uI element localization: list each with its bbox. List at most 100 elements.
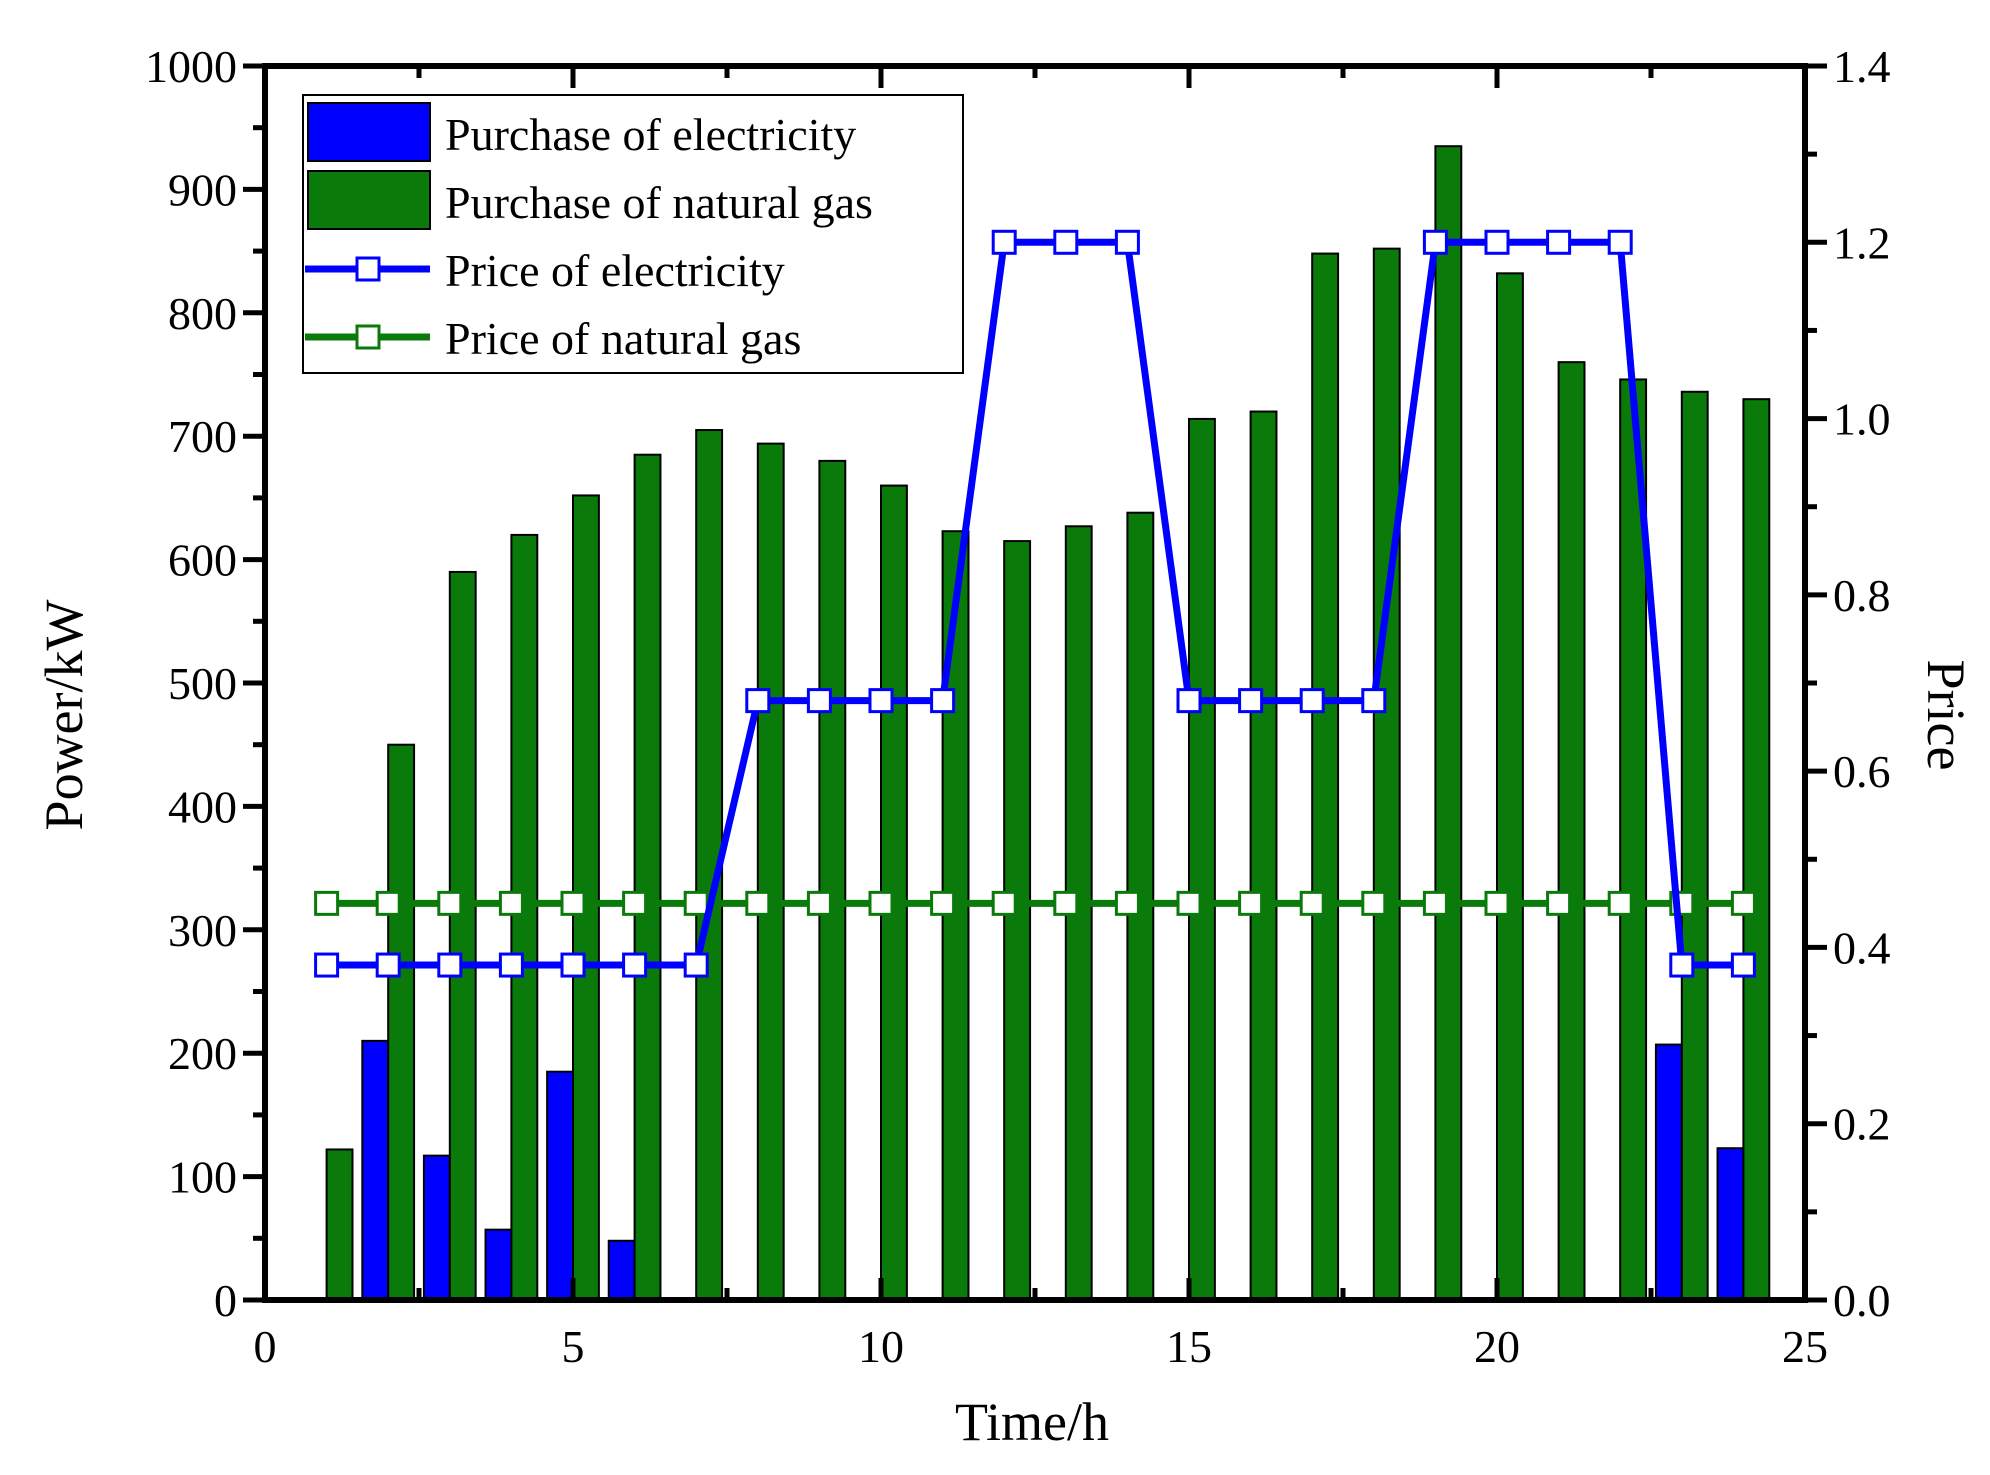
marker-price-of-natural-gas-4 xyxy=(498,890,524,916)
bar-gas-purchase-16 xyxy=(1249,410,1278,1301)
marker-price-of-natural-gas-1 xyxy=(314,890,340,916)
x-tick-label-15: 15 xyxy=(1166,1321,1212,1372)
marker-price-of-electricity-5 xyxy=(560,952,586,978)
y-right-tick-label-0.4: 0.4 xyxy=(1833,922,1891,973)
legend-swatch-electricity xyxy=(307,102,431,162)
marker-price-of-electricity-21 xyxy=(1546,229,1572,255)
y-left-tick-label-1000: 1000 xyxy=(145,41,237,92)
lines-layer xyxy=(314,229,1756,978)
y-left-tick-label-0: 0 xyxy=(214,1275,237,1326)
y-right-tick-label-0.8: 0.8 xyxy=(1833,570,1891,621)
y-right-tick-label-1.2: 1.2 xyxy=(1833,217,1891,268)
bar-gas-purchase-12 xyxy=(1003,540,1032,1301)
bar-electricity-purchase-23 xyxy=(1654,1043,1683,1302)
y-left-tick-label-800: 800 xyxy=(168,288,237,339)
marker-price-of-electricity-2 xyxy=(375,952,401,978)
marker-price-of-natural-gas-3 xyxy=(437,890,463,916)
marker-price-of-natural-gas-18 xyxy=(1361,890,1387,916)
x-tick-label-10: 10 xyxy=(858,1321,904,1372)
y-left-tick-label-500: 500 xyxy=(168,658,237,709)
x-tick-label-5: 5 xyxy=(562,1321,585,1372)
marker-price-of-electricity-17 xyxy=(1299,688,1325,714)
marker-price-of-electricity-6 xyxy=(622,952,648,978)
marker-price-of-natural-gas-6 xyxy=(622,890,648,916)
marker-price-of-electricity-18 xyxy=(1361,688,1387,714)
bar-gas-purchase-9 xyxy=(818,459,847,1301)
marker-price-of-natural-gas-5 xyxy=(560,890,586,916)
bar-gas-purchase-21 xyxy=(1557,361,1586,1302)
marker-price-of-natural-gas-2 xyxy=(375,890,401,916)
marker-price-of-natural-gas-20 xyxy=(1484,890,1510,916)
marker-price-of-natural-gas-11 xyxy=(930,890,956,916)
bar-gas-purchase-19 xyxy=(1434,145,1463,1302)
legend-label-electricity-price: Price of electricity xyxy=(445,245,785,296)
marker-price-of-natural-gas-22 xyxy=(1607,890,1633,916)
marker-price-of-electricity-3 xyxy=(437,952,463,978)
marker-price-of-natural-gas-14 xyxy=(1114,890,1140,916)
y-left-tick-label-300: 300 xyxy=(168,905,237,956)
marker-price-of-electricity-19 xyxy=(1422,229,1448,255)
bar-electricity-purchase-2 xyxy=(361,1039,390,1301)
marker-price-of-electricity-11 xyxy=(930,688,956,714)
bar-electricity-purchase-5 xyxy=(546,1070,574,1301)
marker-price-of-natural-gas-7 xyxy=(683,890,709,916)
legend-label-gas-purchase: Purchase of natural gas xyxy=(445,177,873,228)
marker-price-of-natural-gas-13 xyxy=(1053,890,1079,916)
y-right-tick-label-0.6: 0.6 xyxy=(1833,746,1891,797)
bar-gas-purchase-1 xyxy=(325,1148,354,1302)
marker-price-of-electricity-24 xyxy=(1730,952,1756,978)
y-left-tick-label-200: 200 xyxy=(168,1028,237,1079)
marker-price-of-natural-gas-24 xyxy=(1730,890,1756,916)
x-axis-title: Time/h xyxy=(955,1392,1109,1452)
marker-price-of-electricity-12 xyxy=(991,229,1017,255)
y-right-axis-title: Price xyxy=(1916,660,1976,771)
marker-price-of-electricity-15 xyxy=(1176,688,1202,714)
y-right-tick-label-0.2: 0.2 xyxy=(1833,1099,1891,1150)
legend-marker-gas-price xyxy=(355,324,381,350)
legend-label-electricity-purchase: Purchase of electricity xyxy=(445,109,856,160)
bar-electricity-purchase-3 xyxy=(422,1154,451,1301)
y-right-tick-label-1.4: 1.4 xyxy=(1833,41,1891,92)
marker-price-of-electricity-13 xyxy=(1053,229,1079,255)
bar-gas-purchase-6 xyxy=(633,453,662,1301)
y-left-tick-label-400: 400 xyxy=(168,781,237,832)
y-left-tick-label-100: 100 xyxy=(168,1152,237,1203)
y-left-tick-label-900: 900 xyxy=(168,164,237,215)
bar-gas-purchase-3 xyxy=(448,570,477,1301)
bar-electricity-purchase-4 xyxy=(484,1228,513,1301)
bar-gas-purchase-17 xyxy=(1311,252,1340,1301)
bar-gas-purchase-8 xyxy=(756,442,785,1301)
bar-gas-purchase-18 xyxy=(1372,247,1401,1302)
marker-price-of-natural-gas-9 xyxy=(806,890,832,916)
marker-price-of-natural-gas-12 xyxy=(991,890,1017,916)
marker-price-of-electricity-20 xyxy=(1484,229,1510,255)
marker-price-of-natural-gas-8 xyxy=(745,890,771,916)
marker-price-of-natural-gas-21 xyxy=(1546,890,1572,916)
bar-gas-purchase-23 xyxy=(1680,390,1709,1301)
bar-gas-purchase-7 xyxy=(695,429,724,1301)
marker-price-of-electricity-7 xyxy=(683,952,709,978)
legend: Purchase of electricity Purchase of natu… xyxy=(302,94,964,374)
y-right-tick-label-1.0: 1.0 xyxy=(1833,394,1891,445)
marker-price-of-electricity-1 xyxy=(314,952,340,978)
bar-gas-purchase-2 xyxy=(387,743,416,1301)
y-left-tick-label-700: 700 xyxy=(168,411,237,462)
bar-gas-purchase-24 xyxy=(1742,398,1771,1301)
y-left-tick-label-600: 600 xyxy=(168,535,237,586)
marker-price-of-natural-gas-16 xyxy=(1238,890,1264,916)
bar-gas-purchase-20 xyxy=(1496,272,1524,1301)
legend-swatch-gas xyxy=(307,170,431,230)
x-tick-label-25: 25 xyxy=(1782,1321,1828,1372)
marker-price-of-electricity-9 xyxy=(806,688,832,714)
marker-price-of-electricity-8 xyxy=(745,688,771,714)
bar-electricity-purchase-24 xyxy=(1716,1147,1745,1302)
marker-price-of-electricity-16 xyxy=(1238,688,1264,714)
bar-electricity-purchase-6 xyxy=(607,1239,636,1301)
marker-price-of-electricity-22 xyxy=(1607,229,1633,255)
y-right-tick-label-0.0: 0.0 xyxy=(1833,1275,1891,1326)
legend-marker-electricity-price xyxy=(355,256,381,282)
marker-price-of-natural-gas-19 xyxy=(1422,890,1448,916)
marker-price-of-electricity-14 xyxy=(1114,229,1140,255)
axes-layer: 0 5 10 15 20 25 0 100 200 300 400 500 600 700 800 900 10… xyxy=(145,41,1891,1372)
marker-price-of-electricity-23 xyxy=(1669,952,1695,978)
